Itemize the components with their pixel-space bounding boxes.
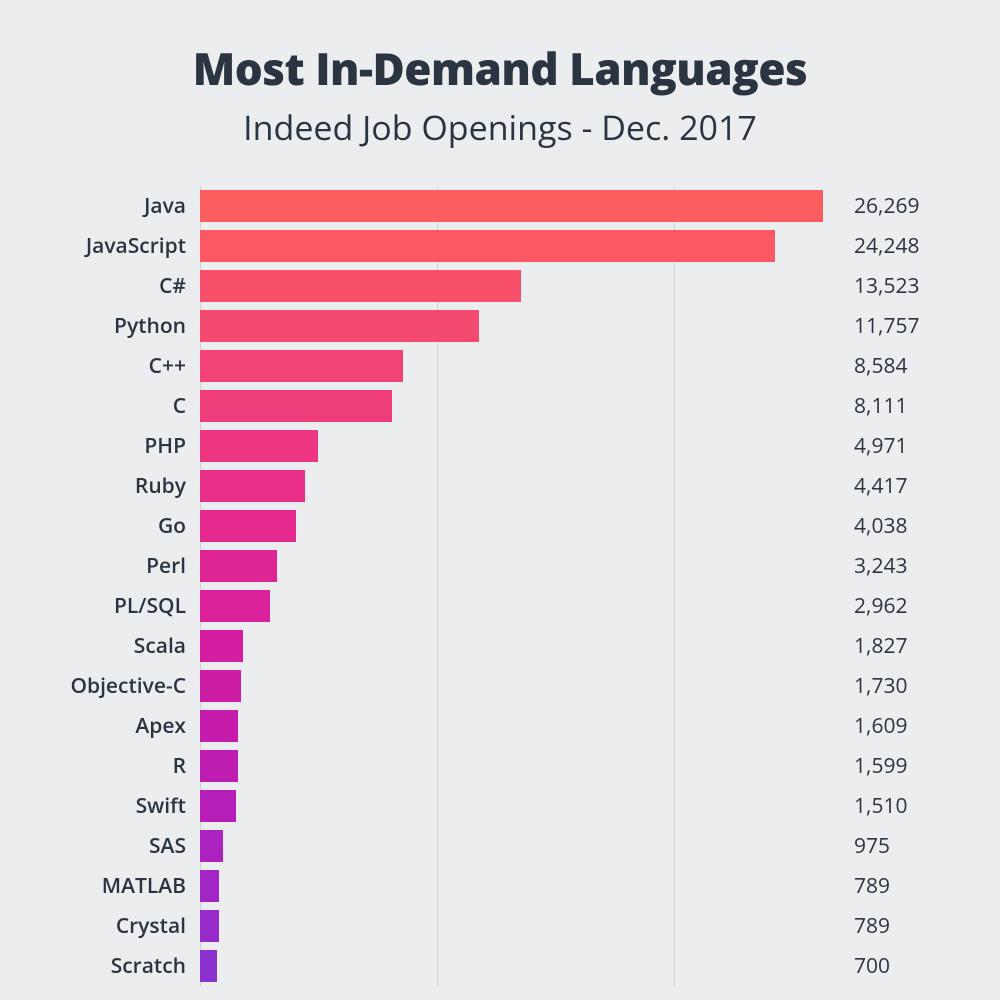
bar-row: Java26,269 — [200, 186, 840, 226]
value-label: 4,417 — [840, 466, 907, 506]
chart-subtitle: Indeed Job Openings - Dec. 2017 — [0, 104, 1000, 150]
bar — [200, 510, 296, 542]
y-axis-label: R — [173, 746, 200, 786]
value-label: 2,962 — [840, 586, 907, 626]
value-label: 975 — [840, 826, 890, 866]
bar — [200, 590, 270, 622]
y-axis-label: SAS — [149, 826, 200, 866]
y-axis-label: Apex — [135, 706, 200, 746]
bar — [200, 790, 236, 822]
bar — [200, 350, 403, 382]
bar-row: Scratch700 — [200, 946, 840, 986]
bar — [200, 550, 277, 582]
bar-row: Apex1,609 — [200, 706, 840, 746]
bar — [200, 270, 521, 302]
bar — [200, 470, 305, 502]
bar-row: Ruby4,417 — [200, 466, 840, 506]
value-label: 1,510 — [840, 786, 907, 826]
bar-row: C#13,523 — [200, 266, 840, 306]
chart-title: Most In-Demand Languages — [0, 38, 1000, 98]
bar-row: PL/SQL2,962 — [200, 586, 840, 626]
value-label: 789 — [840, 866, 890, 906]
y-axis-label: MATLAB — [102, 866, 200, 906]
y-axis-label: Java — [144, 186, 200, 226]
y-axis-label: Swift — [136, 786, 200, 826]
y-axis-label: C# — [159, 266, 200, 306]
bar-row: C++8,584 — [200, 346, 840, 386]
bar-row: C8,111 — [200, 386, 840, 426]
value-label: 1,599 — [840, 746, 907, 786]
y-axis-label: C — [173, 386, 200, 426]
bar — [200, 910, 219, 942]
value-label: 1,609 — [840, 706, 907, 746]
bar-row: Scala1,827 — [200, 626, 840, 666]
y-axis-label: Crystal — [116, 906, 200, 946]
y-axis-label: PHP — [144, 426, 200, 466]
bar-row: Crystal789 — [200, 906, 840, 946]
y-axis-label: Python — [114, 306, 200, 346]
bar-row: Python11,757 — [200, 306, 840, 346]
value-label: 3,243 — [840, 546, 907, 586]
bar — [200, 390, 392, 422]
y-axis-label: PL/SQL — [114, 586, 200, 626]
bar-row: Swift1,510 — [200, 786, 840, 826]
value-label: 13,523 — [840, 266, 919, 306]
bar — [200, 710, 238, 742]
value-label: 26,269 — [840, 186, 919, 226]
bar — [200, 950, 217, 982]
bar — [200, 750, 238, 782]
bar — [200, 430, 318, 462]
bar — [200, 310, 479, 342]
value-label: 1,730 — [840, 666, 907, 706]
bar-row: JavaScript24,248 — [200, 226, 840, 266]
value-label: 11,757 — [840, 306, 919, 346]
bar — [200, 870, 219, 902]
bar-row: R1,599 — [200, 746, 840, 786]
bar-row: Perl3,243 — [200, 546, 840, 586]
y-axis-label: C++ — [149, 346, 200, 386]
y-axis-label: JavaScript — [86, 226, 200, 266]
y-axis-label: Ruby — [135, 466, 200, 506]
bar — [200, 670, 241, 702]
y-axis-label: Scala — [134, 626, 200, 666]
value-label: 24,248 — [840, 226, 919, 266]
bar-row: PHP4,971 — [200, 426, 840, 466]
bar — [200, 190, 823, 222]
y-axis-label: Go — [158, 506, 200, 546]
y-axis-label: Scratch — [111, 946, 200, 986]
value-label: 789 — [840, 906, 890, 946]
value-label: 8,584 — [840, 346, 907, 386]
bar-row: Go4,038 — [200, 506, 840, 546]
bar-row: Objective-C1,730 — [200, 666, 840, 706]
value-label: 4,971 — [840, 426, 907, 466]
bar — [200, 630, 243, 662]
y-axis-label: Perl — [146, 546, 200, 586]
bar-row: MATLAB789 — [200, 866, 840, 906]
value-label: 4,038 — [840, 506, 907, 546]
bar — [200, 230, 775, 262]
bar — [200, 830, 223, 862]
y-axis-label: Objective-C — [70, 666, 200, 706]
value-label: 1,827 — [840, 626, 907, 666]
bar-row: SAS975 — [200, 826, 840, 866]
bar-chart: Java26,269JavaScript24,248C#13,523Python… — [200, 186, 840, 986]
value-label: 8,111 — [840, 386, 907, 426]
value-label: 700 — [840, 946, 890, 986]
